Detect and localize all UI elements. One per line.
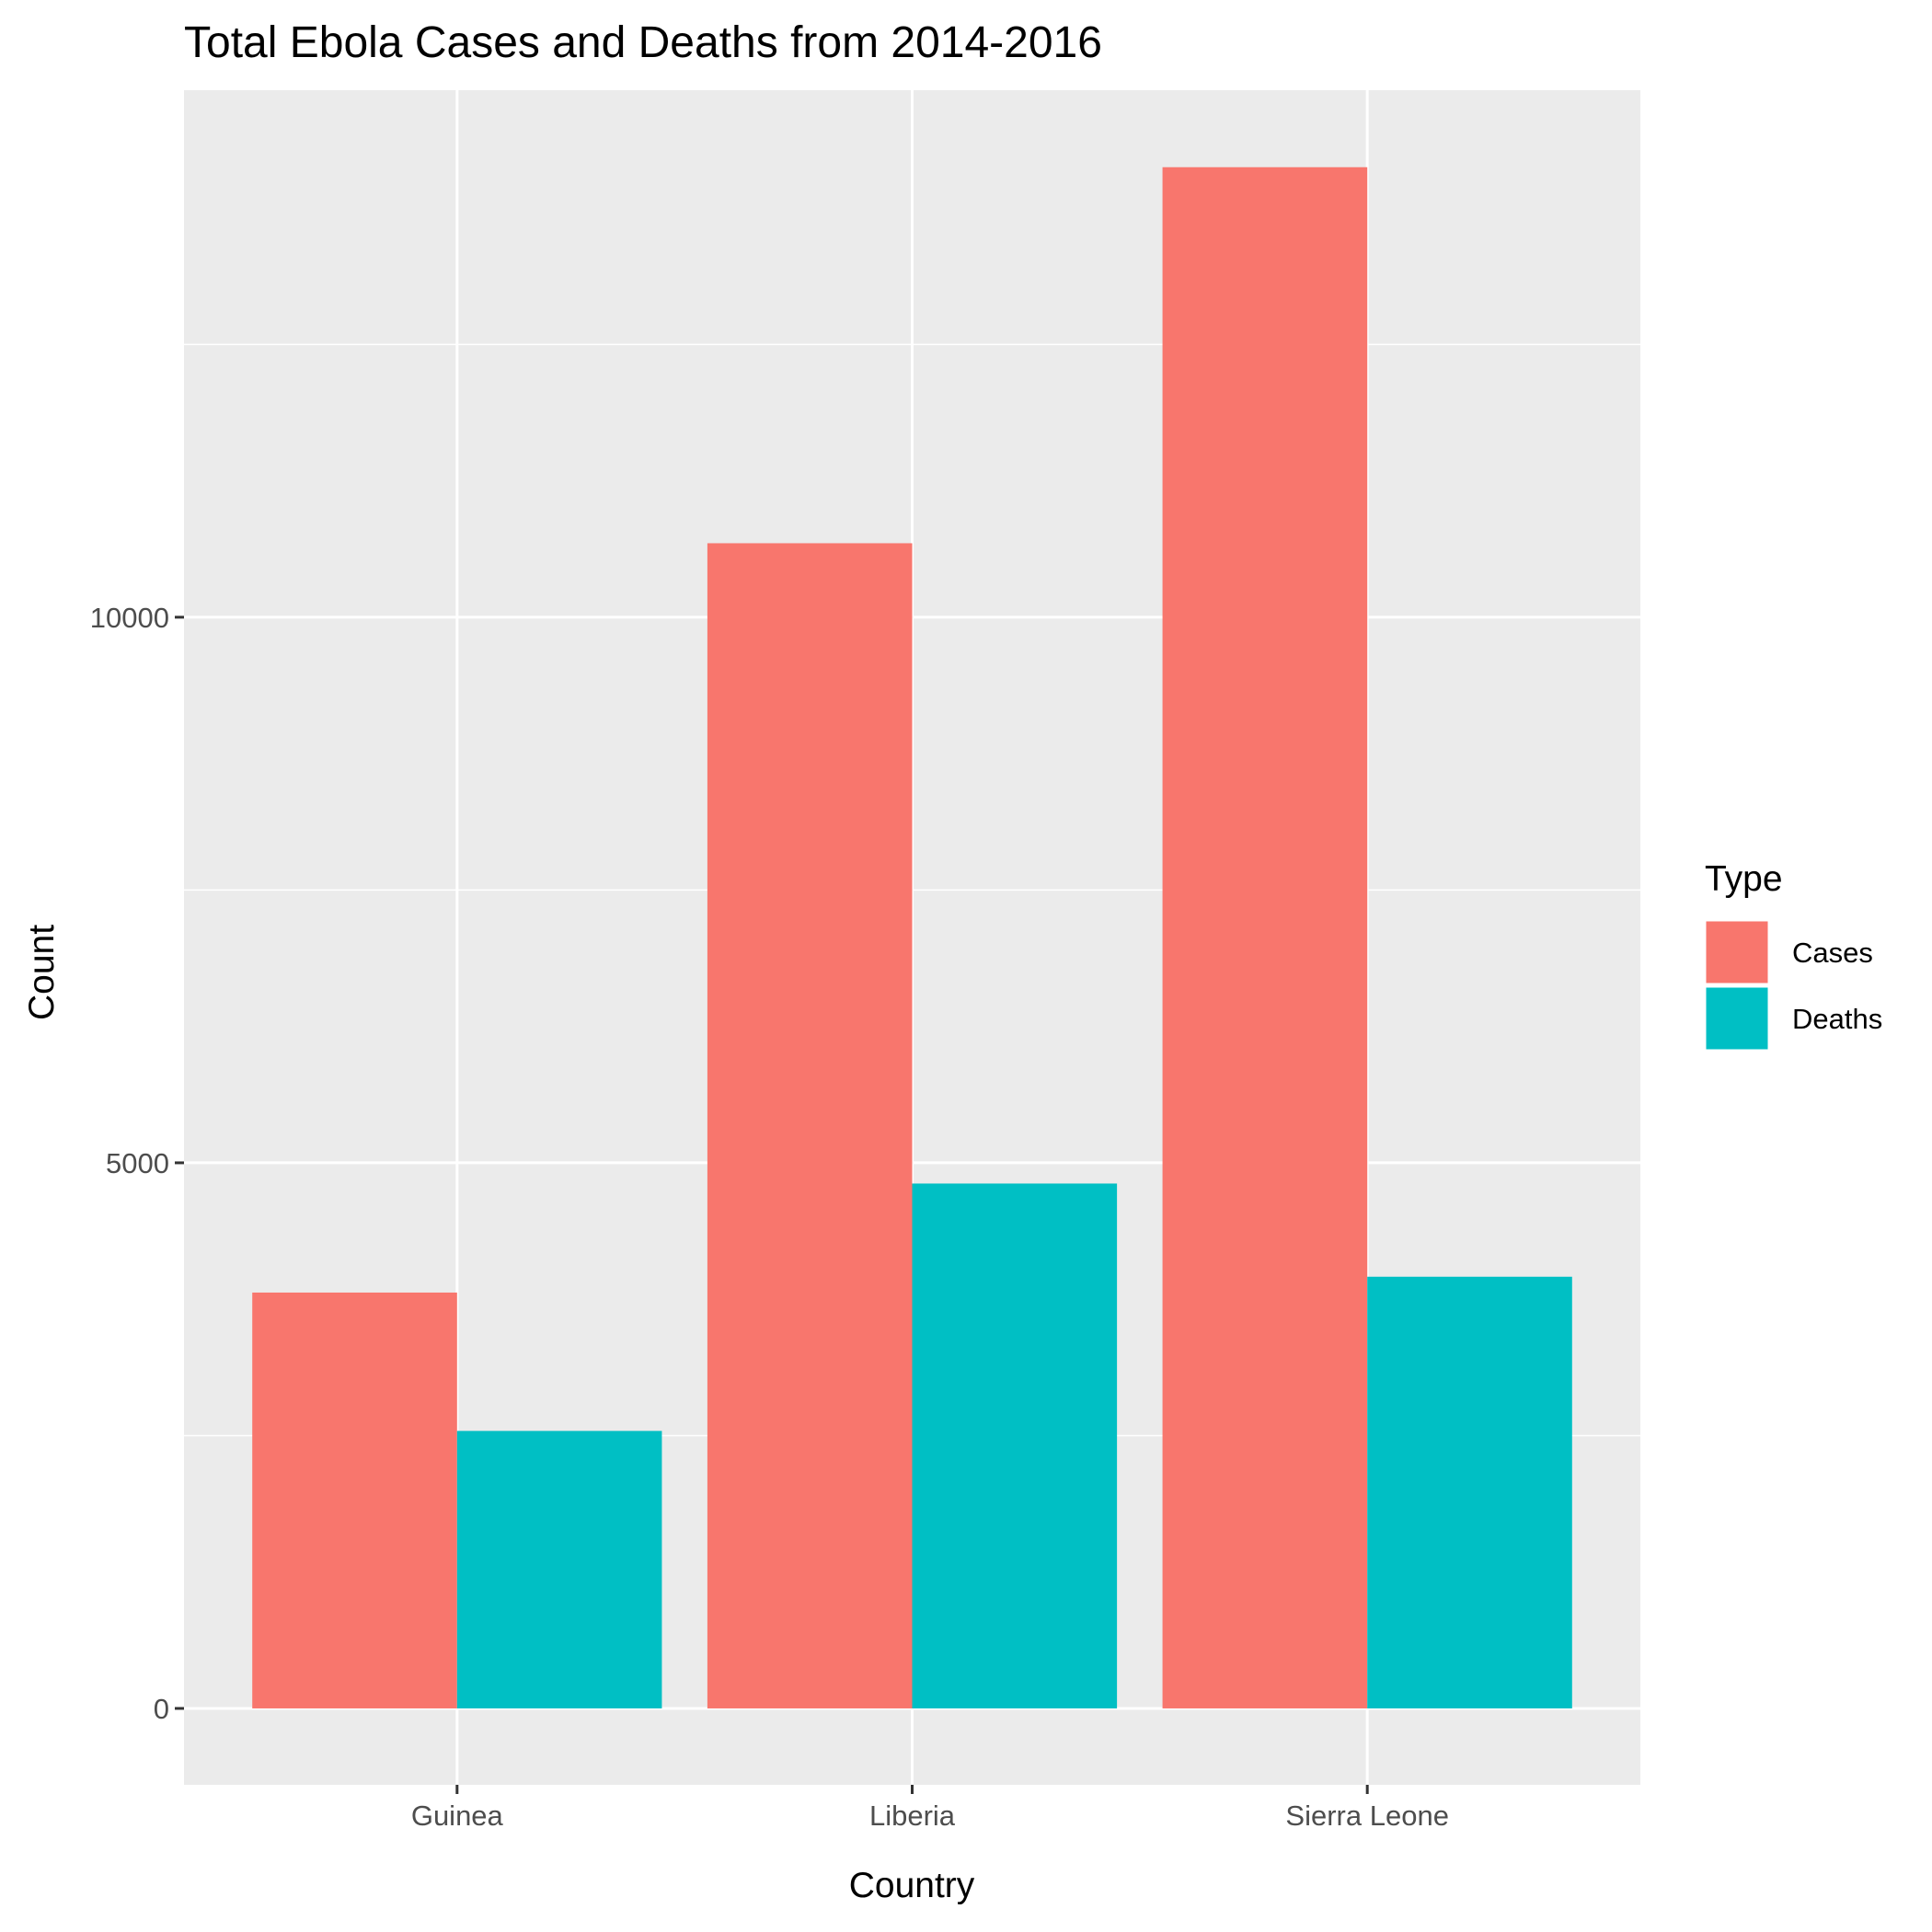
chart-title: Total Ebola Cases and Deaths from 2014-2… (184, 18, 1102, 67)
legend-title: Type (1705, 859, 1783, 899)
legend-key-cases (1703, 918, 1771, 986)
bar-cases-liberia (707, 543, 913, 1708)
y-axis: 0 5000 10000 (90, 602, 184, 1725)
legend-label-cases: Cases (1792, 937, 1873, 969)
legend-key-deaths (1703, 984, 1771, 1052)
x-tick-label: Sierra Leone (1285, 1800, 1449, 1832)
x-axis: Guinea Liberia Sierra Leone (411, 1785, 1449, 1832)
legend-label-deaths: Deaths (1792, 1003, 1882, 1035)
x-tick-label: Guinea (411, 1800, 504, 1832)
y-axis-title: Count (22, 925, 62, 1020)
y-tick-label: 0 (154, 1693, 169, 1725)
y-tick-label: 10000 (90, 602, 169, 634)
bar-deaths-sierra-leone (1367, 1276, 1572, 1708)
x-tick-label: Liberia (869, 1800, 956, 1832)
bars-group (252, 167, 1572, 1708)
bar-cases-guinea (252, 1292, 457, 1708)
legend: Type Cases Deaths (1703, 859, 1882, 1052)
bar-deaths-liberia (912, 1183, 1118, 1708)
y-tick-label: 5000 (106, 1147, 169, 1179)
x-axis-title: Country (849, 1866, 975, 1905)
bar-cases-sierra-leone (1162, 167, 1368, 1708)
bar-deaths-guinea (456, 1431, 662, 1708)
